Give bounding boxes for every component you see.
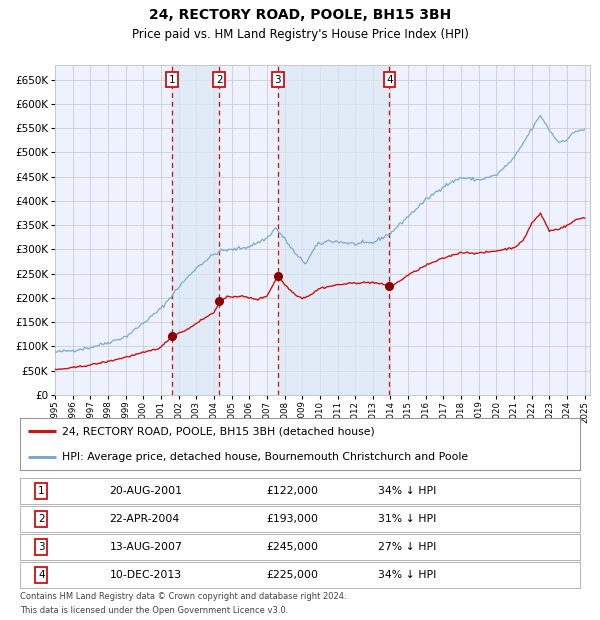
Text: £193,000: £193,000: [266, 514, 319, 524]
Text: This data is licensed under the Open Government Licence v3.0.: This data is licensed under the Open Gov…: [20, 606, 289, 615]
Text: 20-AUG-2001: 20-AUG-2001: [110, 486, 182, 496]
Text: HPI: Average price, detached house, Bournemouth Christchurch and Poole: HPI: Average price, detached house, Bour…: [62, 452, 468, 462]
Text: £225,000: £225,000: [266, 570, 319, 580]
Text: Price paid vs. HM Land Registry's House Price Index (HPI): Price paid vs. HM Land Registry's House …: [131, 28, 469, 41]
Text: 24, RECTORY ROAD, POOLE, BH15 3BH (detached house): 24, RECTORY ROAD, POOLE, BH15 3BH (detac…: [62, 426, 375, 436]
Text: 3: 3: [275, 75, 281, 85]
Text: £245,000: £245,000: [266, 542, 319, 552]
Text: 34% ↓ HPI: 34% ↓ HPI: [379, 486, 437, 496]
Text: 24, RECTORY ROAD, POOLE, BH15 3BH: 24, RECTORY ROAD, POOLE, BH15 3BH: [149, 8, 451, 22]
Text: 13-AUG-2007: 13-AUG-2007: [110, 542, 182, 552]
Text: 4: 4: [386, 75, 393, 85]
Text: 27% ↓ HPI: 27% ↓ HPI: [379, 542, 437, 552]
Text: 31% ↓ HPI: 31% ↓ HPI: [379, 514, 437, 524]
Text: 2: 2: [216, 75, 223, 85]
Text: 10-DEC-2013: 10-DEC-2013: [110, 570, 182, 580]
Text: 3: 3: [38, 542, 44, 552]
Text: 1: 1: [169, 75, 175, 85]
Text: Contains HM Land Registry data © Crown copyright and database right 2024.: Contains HM Land Registry data © Crown c…: [20, 592, 347, 601]
Text: 2: 2: [38, 514, 44, 524]
Text: 1: 1: [38, 486, 44, 496]
Text: 34% ↓ HPI: 34% ↓ HPI: [379, 570, 437, 580]
Bar: [278, 65, 389, 395]
Text: £122,000: £122,000: [266, 486, 319, 496]
Text: 22-APR-2004: 22-APR-2004: [110, 514, 180, 524]
Text: 4: 4: [38, 570, 44, 580]
Bar: [172, 65, 220, 395]
